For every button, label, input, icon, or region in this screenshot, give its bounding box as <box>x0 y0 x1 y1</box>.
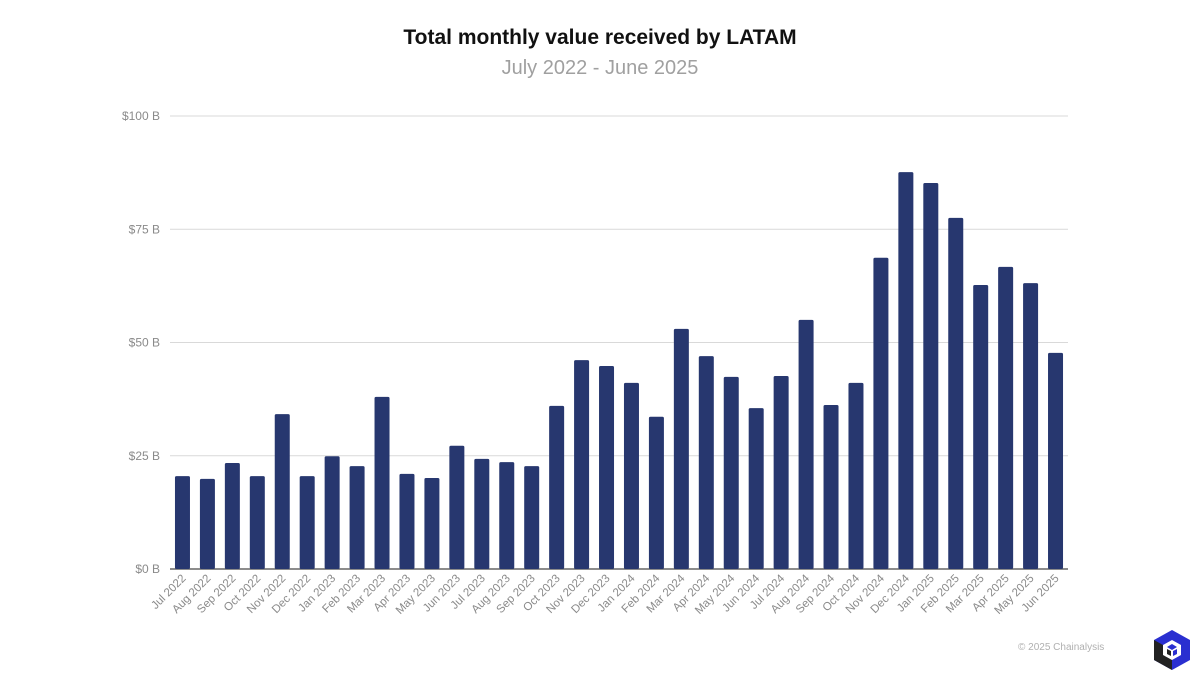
bar <box>174 476 190 569</box>
bar <box>748 408 764 569</box>
bar <box>424 477 440 569</box>
bar <box>474 458 490 569</box>
bar <box>898 172 914 569</box>
bar <box>998 266 1014 569</box>
bar <box>973 284 989 569</box>
bar <box>374 396 390 569</box>
bar <box>673 328 689 569</box>
bar <box>923 183 939 569</box>
bar <box>199 478 215 569</box>
y-tick-label: $25 B <box>129 449 160 463</box>
bar <box>249 476 265 569</box>
bar <box>499 462 515 569</box>
bar <box>773 376 789 569</box>
y-tick-label: $100 B <box>122 109 160 123</box>
copyright-credit: © 2025 Chainalysis <box>1018 642 1105 653</box>
bar <box>224 462 240 569</box>
bar <box>524 466 540 569</box>
chart-subtitle: July 2022 - June 2025 <box>501 57 699 79</box>
bar <box>1048 352 1064 569</box>
bar <box>349 466 365 569</box>
bar <box>449 445 465 569</box>
y-tick-label: $0 B <box>135 562 160 576</box>
y-tick-label: $50 B <box>129 336 160 350</box>
bar <box>399 473 415 569</box>
chart-title: Total monthly value received by LATAM <box>403 26 797 49</box>
bar <box>698 356 714 569</box>
bar <box>723 376 739 569</box>
bar <box>599 366 615 569</box>
chainalysis-logo-icon <box>1154 630 1190 670</box>
y-tick-label: $75 B <box>129 222 160 236</box>
bar <box>823 405 839 569</box>
bar <box>1023 283 1039 569</box>
bar <box>798 319 814 569</box>
bar <box>274 414 290 569</box>
bar <box>873 257 889 569</box>
bar <box>623 382 639 569</box>
bar <box>648 416 664 569</box>
bar <box>549 405 565 569</box>
bar <box>299 476 315 569</box>
bar <box>948 217 964 570</box>
bar <box>574 360 590 569</box>
bar <box>324 456 340 569</box>
bar <box>848 382 864 569</box>
